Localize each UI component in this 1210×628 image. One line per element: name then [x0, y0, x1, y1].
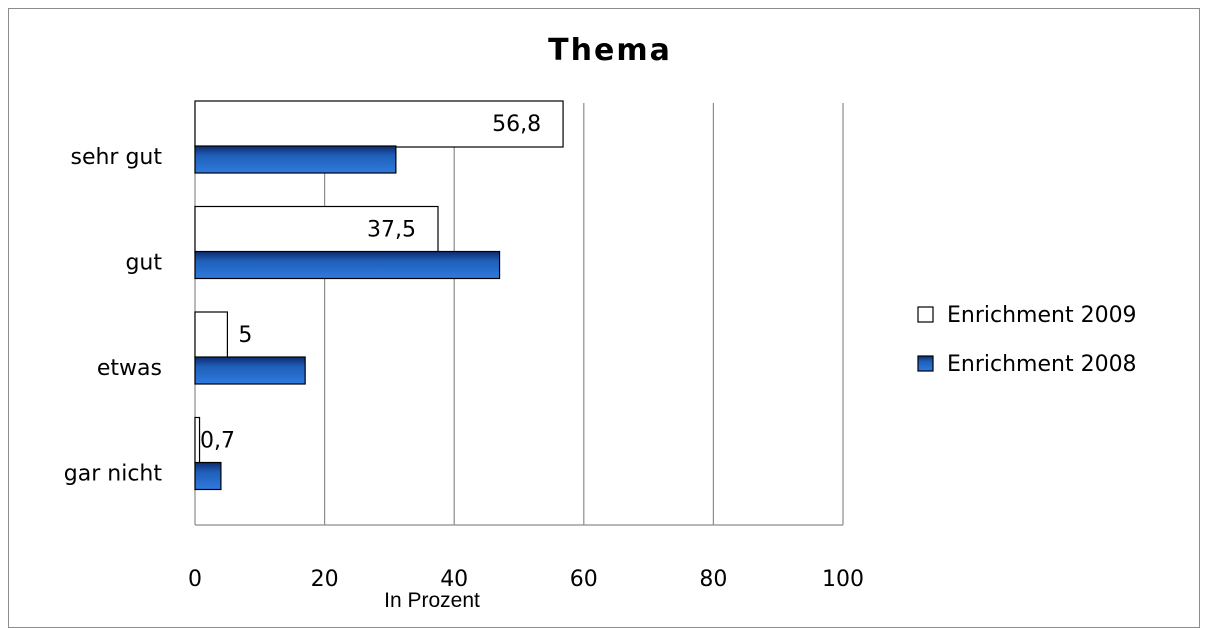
x-tick-label: 100	[822, 567, 864, 592]
bar-2008-2	[194, 356, 306, 385]
data-label-2009: 0,7	[200, 429, 235, 454]
bar-2009-3	[194, 416, 201, 465]
x-tick-label: 60	[570, 567, 598, 592]
category-label: sehr gut	[70, 145, 162, 170]
x-tick-label: 0	[188, 567, 202, 592]
x-tick-label: 20	[311, 567, 339, 592]
labels: 0 20 40 60 80 100 sehr gut 56,8 gut 37,5 etwas 5 gar…	[64, 112, 864, 592]
category-label: gar nicht	[64, 461, 163, 486]
bar-2009-1	[194, 205, 439, 254]
data-label-2009: 37,5	[367, 218, 416, 243]
legend-label: Enrichment 2008	[947, 352, 1137, 377]
legend-label: Enrichment 2009	[947, 303, 1137, 328]
chart: 0 20 40 60 80 100 sehr gut 56,8 gut 37,5 etwas 5 gar…	[64, 33, 1137, 609]
legend-swatch-1	[917, 355, 934, 372]
category-label: gut	[125, 250, 162, 275]
data-label-2009: 5	[238, 323, 252, 348]
bar-2008-3	[194, 461, 222, 491]
x-axis-label: In Prozent	[384, 589, 480, 609]
bars	[194, 100, 564, 491]
legend-swatch-0	[917, 306, 934, 323]
x-tick-label: 40	[440, 567, 468, 592]
category-label: etwas	[97, 356, 162, 381]
bar-2008-0	[194, 145, 397, 174]
x-tick-label: 80	[699, 567, 727, 592]
bar-2009-2	[194, 311, 229, 359]
data-label-2009: 56,8	[492, 112, 541, 137]
bar-2008-1	[194, 250, 501, 280]
chart-title: Thema	[548, 33, 672, 68]
legend: Enrichment 2009 Enrichment 2008	[917, 303, 1137, 377]
